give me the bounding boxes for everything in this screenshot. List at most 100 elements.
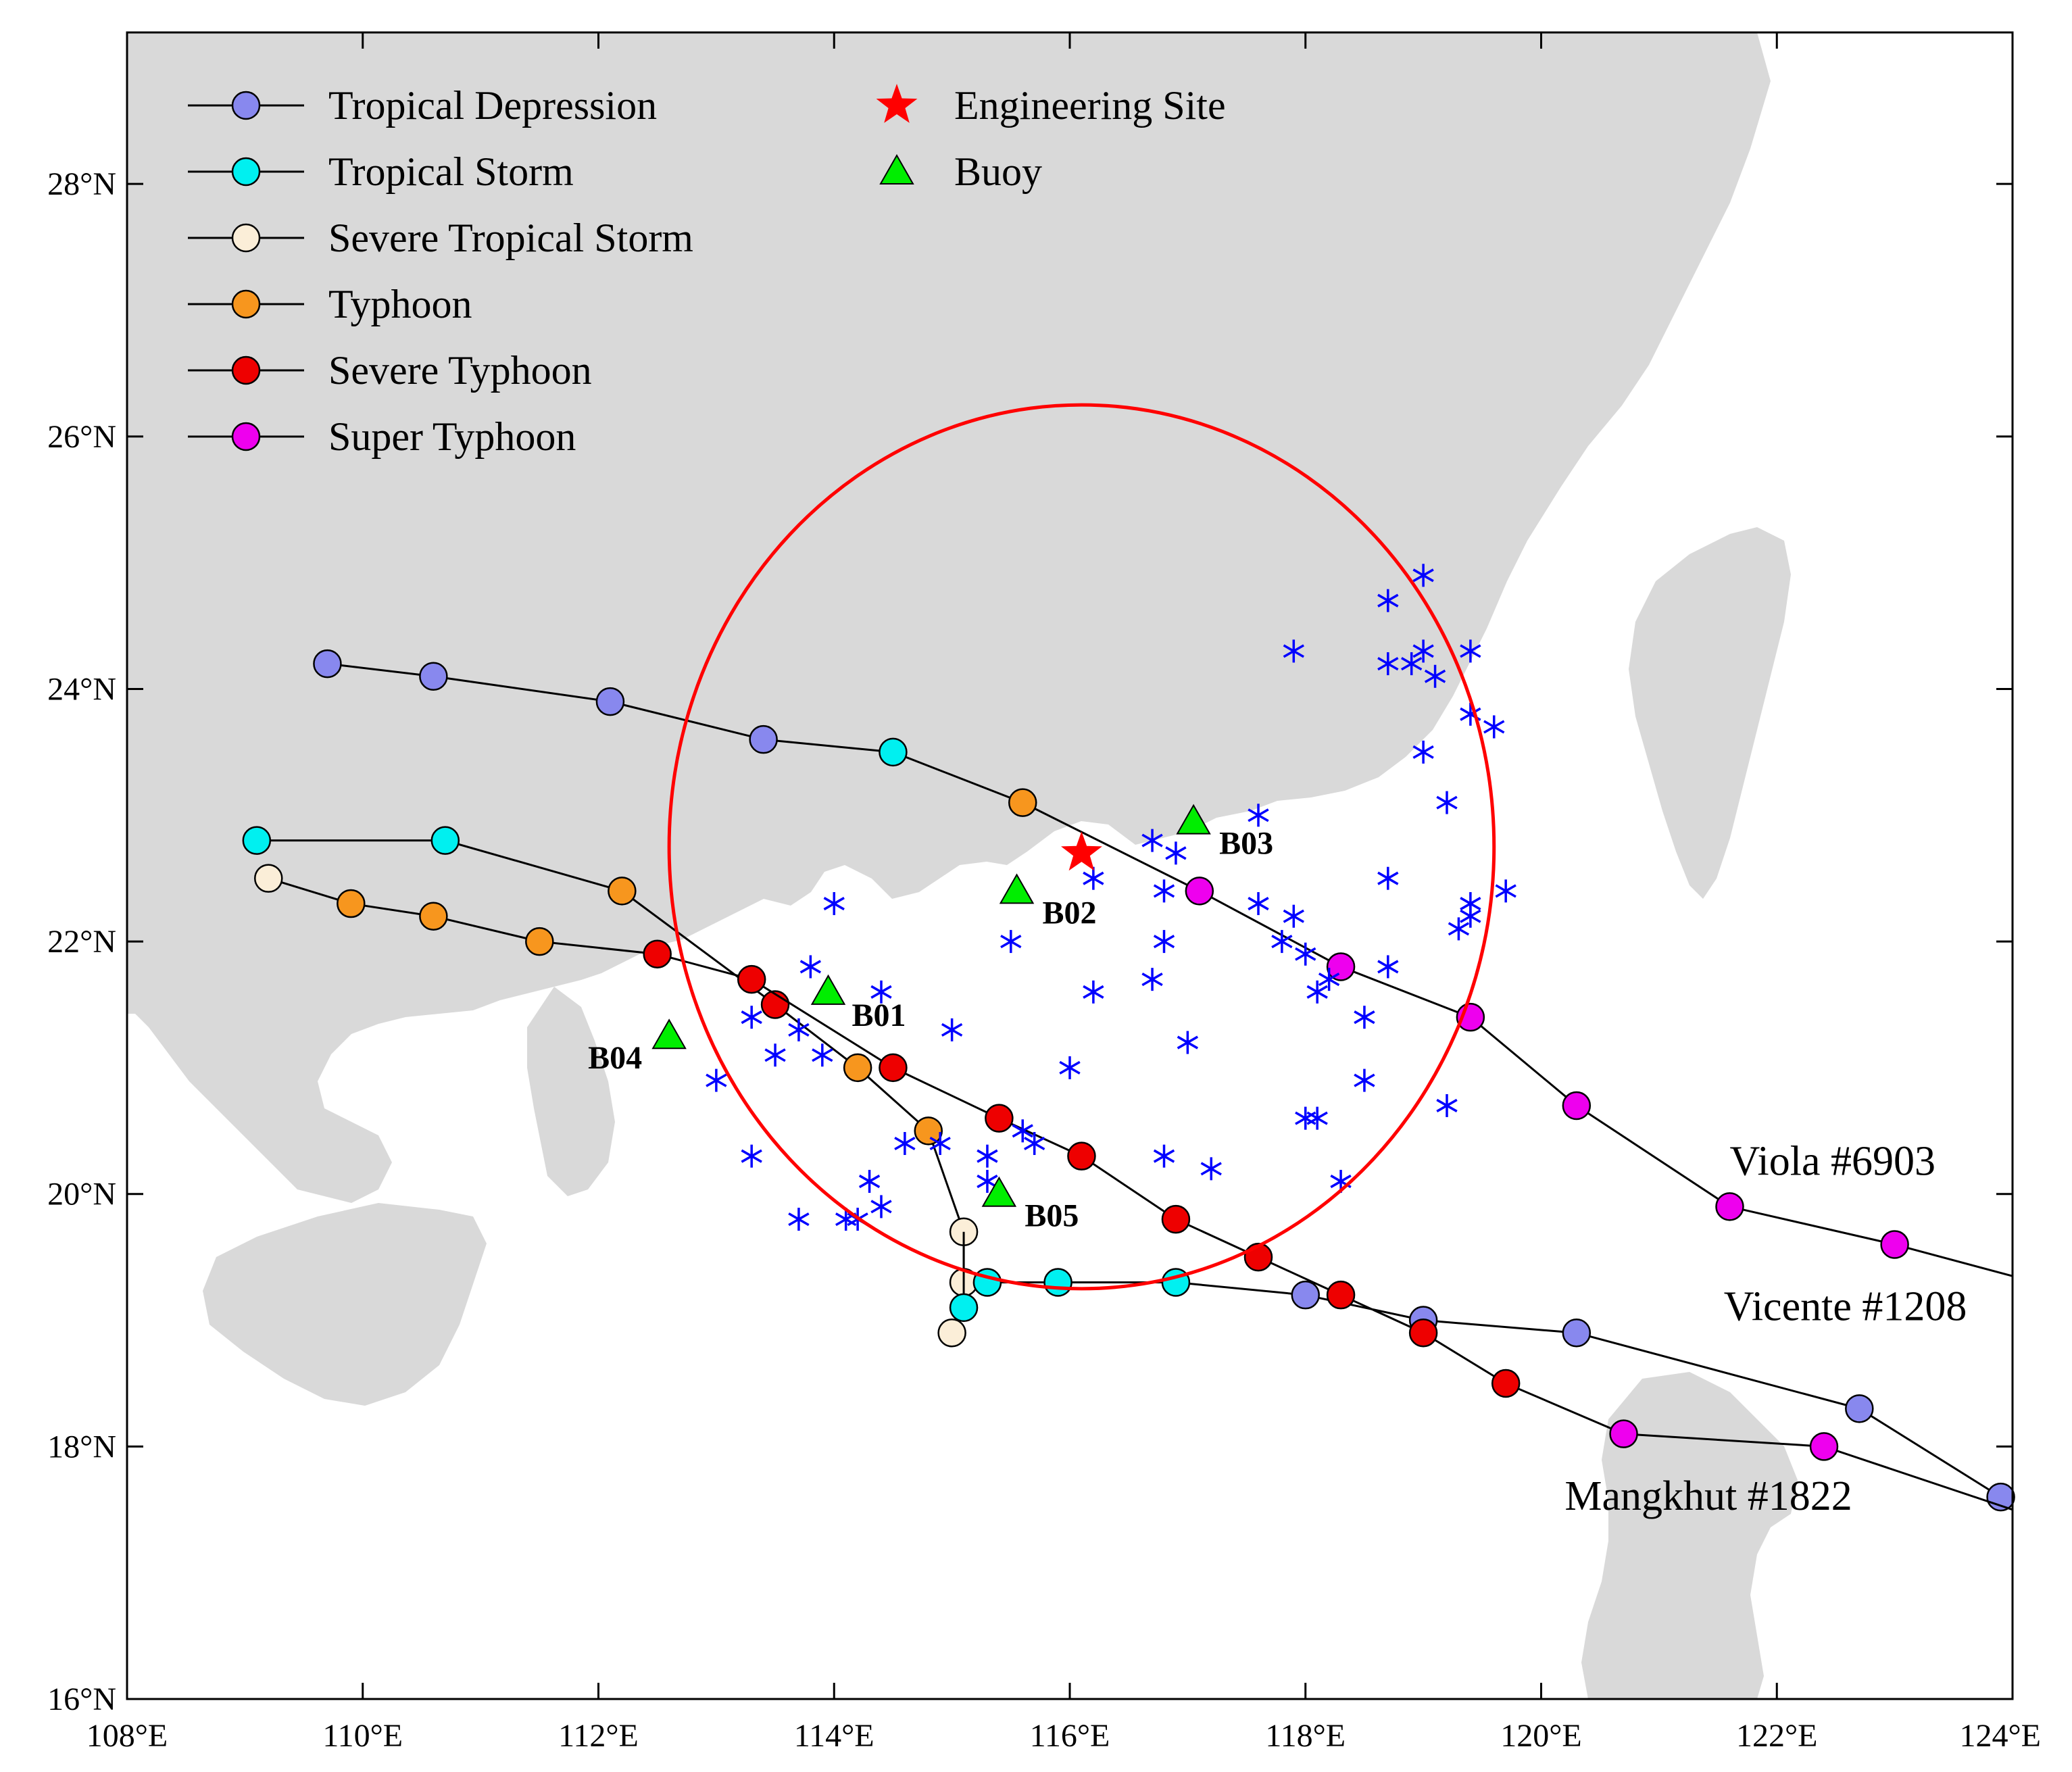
station-marker (1271, 930, 1293, 954)
station-marker (1141, 829, 1163, 852)
influence-circle (667, 403, 1496, 1291)
track-point-td (1562, 1318, 1592, 1348)
hainan-island-land (203, 1203, 487, 1406)
leizhou-peninsula-land (527, 987, 615, 1196)
luzon-island-land (1581, 1372, 1798, 1699)
station-marker (929, 1132, 951, 1155)
station-marker (858, 1170, 881, 1193)
station-marker (1354, 1006, 1375, 1029)
station-marker (1448, 917, 1470, 941)
station-marker (788, 1208, 810, 1231)
station-marker (741, 1144, 762, 1168)
track-point-superty (1809, 1432, 1839, 1461)
buoy-b04: B04 (588, 1018, 687, 1076)
station-marker (799, 955, 822, 979)
mainland-china-land (127, 32, 1771, 1203)
track-point-sts (254, 864, 283, 893)
buoy-label: B05 (1025, 1198, 1079, 1234)
legend-item-td: Tropical Depression (188, 83, 657, 128)
station-marker (1059, 1056, 1081, 1079)
y-tick-label: 28°N (47, 166, 116, 202)
legend-marker-icon (231, 289, 261, 319)
track-point-ty (419, 902, 448, 931)
track-point-sts (937, 1318, 966, 1348)
station-marker (1141, 968, 1163, 991)
legend-label: Typhoon (328, 282, 472, 326)
x-tick-label: 116°E (1030, 1718, 1110, 1754)
x-tick-label: 110°E (322, 1718, 403, 1754)
track-point-td (749, 724, 778, 754)
station-marker (1177, 1031, 1199, 1054)
station-marker (1412, 740, 1434, 764)
station-marker (1377, 652, 1399, 676)
x-tick-label: 122°E (1736, 1718, 1818, 1754)
legend-label: Buoy (954, 149, 1042, 194)
track-point-td (419, 662, 448, 691)
buoy-b03: B03 (1176, 804, 1273, 862)
station-marker (1248, 804, 1269, 827)
buoy-triangle-icon (999, 873, 1035, 904)
track-point-sty (1491, 1369, 1521, 1398)
station-marker (788, 1018, 810, 1041)
station-marker (706, 1068, 727, 1092)
track-point-ts (242, 826, 272, 855)
buoy-label: B04 (588, 1040, 642, 1076)
influence-circle-layer (667, 403, 1496, 1291)
engineering-site-layer (1061, 831, 1102, 871)
legend-marker-icon (231, 422, 261, 451)
station-marker (823, 892, 845, 916)
station-marker (1377, 866, 1399, 890)
track-3 (254, 864, 2013, 1511)
y-tick-label: 24°N (47, 671, 116, 707)
x-tick-label: 108°E (87, 1718, 168, 1754)
buoy-b01: B01 (810, 974, 906, 1033)
storm-tracks-layer (242, 649, 2015, 1512)
station-marker (1412, 564, 1434, 587)
buoy-b02: B02 (999, 873, 1097, 931)
legend-label: Severe Typhoon (328, 348, 592, 393)
track-point-superty (1326, 952, 1356, 981)
track-point-ts (430, 826, 460, 855)
station-marker (1295, 942, 1316, 966)
station-marker (1495, 879, 1516, 903)
station-marker (1153, 1144, 1175, 1168)
track-point-sty (1067, 1141, 1096, 1171)
track-point-sty (643, 939, 672, 969)
track-point-ty (525, 927, 554, 956)
x-tick-label: 120°E (1500, 1718, 1582, 1754)
buoy-triangle-icon (810, 974, 846, 1005)
track-point-sty (879, 1053, 908, 1083)
track-point-ty (1008, 788, 1037, 817)
track-point-superty (1880, 1230, 1909, 1259)
legend-star-icon (876, 84, 918, 123)
buoy-triangle-icon (981, 1176, 1017, 1207)
track-point-ts (949, 1293, 979, 1323)
legend-item-sty: Severe Typhoon (188, 348, 592, 393)
map-frame-area (127, 32, 2013, 1699)
station-marker (1306, 980, 1328, 1004)
station-marker (741, 1006, 762, 1029)
legend-marker-icon (231, 223, 261, 253)
station-marker (870, 980, 892, 1004)
legend-marker-icon (231, 157, 261, 187)
station-marker (1153, 879, 1175, 903)
track-1 (313, 649, 2013, 1277)
station-marker (1436, 791, 1458, 814)
track-point-sty (985, 1104, 1014, 1133)
legend-item-star: Engineering Site (876, 83, 1226, 128)
y-tick-label: 26°N (47, 419, 116, 455)
track-name-label: Mangkhut #1822 (1564, 1473, 1852, 1519)
track-point-sty (1161, 1204, 1191, 1234)
track-point-ts (1043, 1268, 1072, 1297)
station-marker (1283, 904, 1304, 928)
taiwan-island-land (1629, 527, 1791, 899)
legend-label: Engineering Site (954, 83, 1226, 128)
x-tick-label: 112°E (558, 1718, 639, 1754)
station-marker (1283, 639, 1304, 663)
station-marker (1153, 930, 1175, 954)
y-tick-label: 22°N (47, 924, 116, 960)
engineering-site-star-icon (1061, 831, 1102, 871)
station-marker (1083, 980, 1104, 1004)
track-point-sty (1326, 1280, 1356, 1310)
